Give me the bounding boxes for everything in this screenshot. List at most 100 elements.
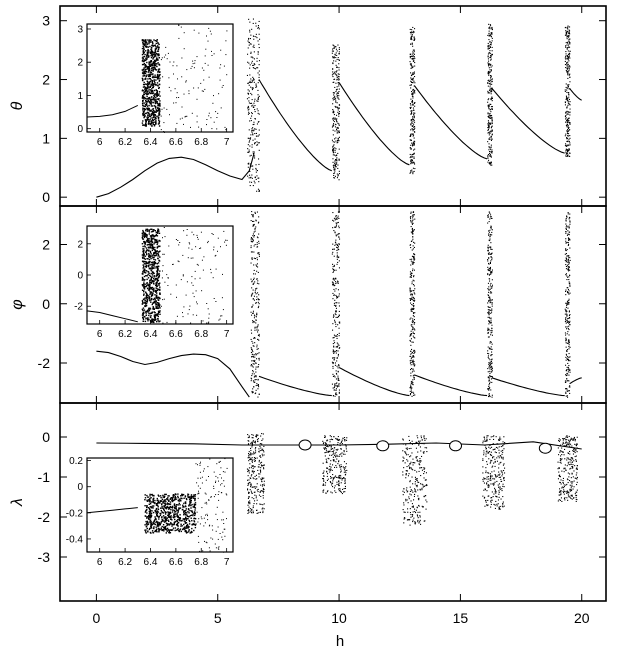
- scatter-point: [258, 26, 260, 28]
- scatter-point: [413, 73, 415, 75]
- inset-scatter-point: [143, 91, 146, 93]
- inset-scatter-point: [151, 90, 154, 92]
- scatter-point: [491, 329, 493, 331]
- scatter-point: [250, 295, 252, 297]
- scatter-point: [503, 443, 505, 445]
- inset-scatter-point: [149, 123, 152, 126]
- y-tick-label-lambda-3: 0: [42, 429, 50, 445]
- scatter-point: [569, 484, 571, 486]
- inset-scatter-point: [141, 69, 143, 71]
- scatter-point: [561, 487, 563, 489]
- inset-scatter-point: [152, 98, 154, 101]
- scatter-point: [247, 47, 249, 49]
- scatter-point: [344, 440, 346, 442]
- scatter-point: [572, 466, 574, 468]
- inset-scatter-point: [157, 98, 159, 101]
- scatter-point: [255, 389, 257, 391]
- scatter-point: [252, 220, 254, 222]
- scatter-point: [253, 299, 255, 301]
- inset-scatter-point: [146, 101, 149, 103]
- inset-scatter-point: [157, 50, 160, 52]
- scatter-point: [251, 258, 253, 260]
- scatter-point: [488, 385, 490, 387]
- scatter-point: [487, 72, 489, 74]
- inset-scatter-point: [217, 112, 219, 114]
- inset-scatter-point: [155, 93, 158, 96]
- scatter-point: [252, 371, 254, 373]
- inset-scatter-point: [142, 104, 144, 106]
- scatter-point: [412, 514, 414, 516]
- scatter-point: [254, 133, 256, 135]
- scatter-point: [340, 466, 342, 468]
- inset-scatter-point: [206, 124, 207, 126]
- inset-scatter-point: [151, 84, 153, 87]
- scatter-point: [338, 383, 340, 385]
- scatter-point: [334, 175, 336, 177]
- scatter-point: [490, 246, 492, 248]
- scatter-point: [490, 226, 492, 228]
- scatter-point: [336, 335, 338, 337]
- scatter-point: [490, 164, 492, 166]
- scatter-point: [258, 142, 260, 144]
- scatter-point: [248, 141, 250, 143]
- scatter-point: [250, 220, 252, 222]
- inset-scatter-point: [148, 74, 151, 76]
- inset-scatter-point: [158, 53, 160, 55]
- scatter-point: [261, 439, 263, 441]
- inset-scatter-point: [152, 73, 154, 75]
- scatter-point: [567, 292, 569, 294]
- inset-scatter-point: [155, 42, 157, 45]
- scatter-point: [412, 122, 414, 124]
- inset-scatter-point: [152, 64, 154, 67]
- scatter-point: [411, 443, 413, 445]
- scatter-point: [409, 387, 411, 389]
- scatter-point: [249, 463, 251, 465]
- scatter-point: [257, 348, 259, 350]
- scatter-point: [337, 174, 339, 176]
- scatter-point: [565, 121, 567, 123]
- inset-scatter-point: [145, 44, 147, 46]
- inset-scatter-point: [142, 111, 144, 113]
- scatter-point: [338, 123, 340, 125]
- inset-scatter-point: [145, 295, 148, 297]
- scatter-point: [568, 492, 570, 494]
- inset-scatter-point: [151, 92, 153, 95]
- scatter-point: [496, 505, 498, 507]
- scatter-point: [257, 89, 259, 91]
- scatter-point: [491, 87, 493, 89]
- scatter-point: [338, 136, 340, 138]
- scatter-point: [572, 466, 574, 468]
- scatter-point: [323, 479, 325, 481]
- scatter-point: [410, 64, 412, 66]
- inset-scatter-point: [149, 52, 152, 55]
- scatter-point: [403, 502, 405, 504]
- scatter-point: [413, 285, 415, 287]
- inset-scatter-point: [141, 97, 144, 99]
- scatter-point: [489, 297, 491, 299]
- scatter-point: [251, 258, 253, 260]
- scatter-point: [487, 302, 489, 304]
- scatter-point: [257, 271, 259, 273]
- scatter-point: [489, 163, 491, 165]
- scatter-point: [498, 496, 500, 498]
- scatter-point: [419, 461, 421, 463]
- scatter-point: [412, 483, 414, 485]
- inset-x-tick-label-theta-3: 6.6: [169, 137, 183, 148]
- inset-scatter-point: [150, 100, 152, 102]
- inset-scatter-point: [156, 101, 158, 103]
- scatter-point: [569, 459, 571, 461]
- scatter-point: [255, 25, 257, 27]
- scatter-point: [563, 492, 565, 494]
- inset-scatter-point: [173, 61, 175, 63]
- scatter-point: [403, 518, 405, 520]
- scatter-point: [499, 473, 501, 475]
- inset-scatter-point: [155, 275, 157, 277]
- inset-scatter-point: [172, 65, 174, 67]
- scatter-point: [339, 442, 341, 444]
- scatter-point: [494, 458, 496, 460]
- scatter-point: [405, 452, 407, 454]
- scatter-point: [327, 478, 329, 480]
- scatter-point: [254, 494, 256, 496]
- scatter-point: [413, 262, 415, 264]
- scatter-point: [411, 144, 413, 146]
